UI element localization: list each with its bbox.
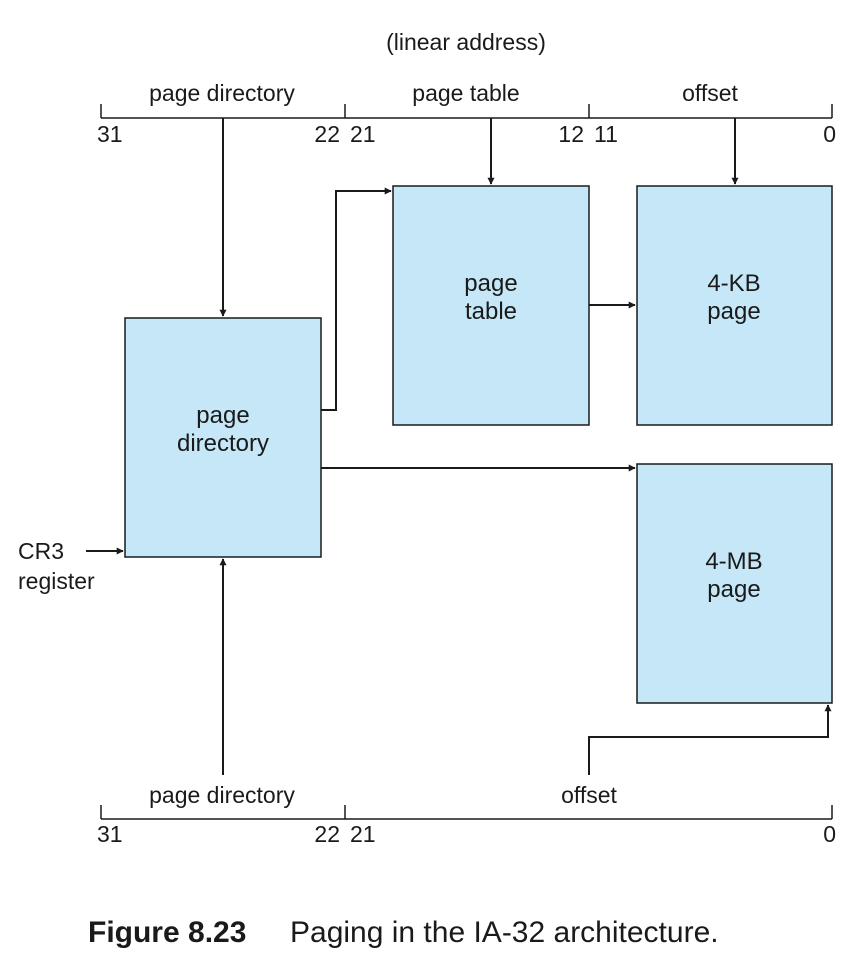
- top-bit-12: 12: [558, 121, 584, 147]
- bottom-bit-21: 21: [350, 821, 376, 847]
- linear-address-title: (linear address): [386, 29, 546, 55]
- top-bit-21: 21: [350, 121, 376, 147]
- bottom-field-page-directory: page directory: [149, 782, 295, 808]
- top-bit-31: 31: [97, 121, 123, 147]
- page-4kb-box: 4-KB page: [636, 185, 833, 426]
- top-field-page-directory: page directory: [149, 80, 295, 106]
- top-field-offset: offset: [682, 80, 738, 106]
- bottom-address-ruler: [100, 805, 833, 820]
- page-4mb-box: 4-MB page: [636, 463, 833, 704]
- bottom-bit-0: 0: [823, 821, 836, 847]
- bottom-field-offset: offset: [561, 782, 617, 808]
- top-bit-22: 22: [314, 121, 340, 147]
- page-directory-box: page directory: [124, 317, 322, 558]
- page-4kb-label-line1: 4-KB: [707, 270, 760, 297]
- arrow-page-directory-to-page-table: [321, 187, 392, 411]
- page-4mb-label-line1: 4-MB: [705, 548, 762, 575]
- figure-caption-text: Paging in the IA-32 architecture.: [290, 916, 719, 949]
- page-table-box: page table: [392, 185, 590, 426]
- page-table-label-line1: page: [464, 270, 517, 297]
- page-directory-label-line1: page: [196, 402, 249, 429]
- page-table-label-line2: table: [465, 298, 517, 325]
- bottom-bit-31: 31: [97, 821, 123, 847]
- page-4mb-label-line2: page: [707, 576, 760, 603]
- arrow-bottom-offset-to-4mb-page: [588, 704, 832, 775]
- top-bit-11: 11: [594, 121, 618, 147]
- page-4kb-label-line2: page: [707, 298, 760, 325]
- top-field-page-table: page table: [412, 80, 519, 106]
- figure-number: Figure 8.23: [88, 916, 246, 949]
- page-directory-label-line2: directory: [177, 430, 269, 457]
- top-bit-0: 0: [823, 121, 836, 147]
- bottom-bit-22: 22: [314, 821, 340, 847]
- cr3-label-line2: register: [18, 568, 95, 594]
- figure-caption: Figure 8.23 Paging in the IA-32 architec…: [88, 916, 719, 949]
- top-address-ruler: [100, 104, 833, 119]
- cr3-label-line1: CR3: [18, 538, 64, 564]
